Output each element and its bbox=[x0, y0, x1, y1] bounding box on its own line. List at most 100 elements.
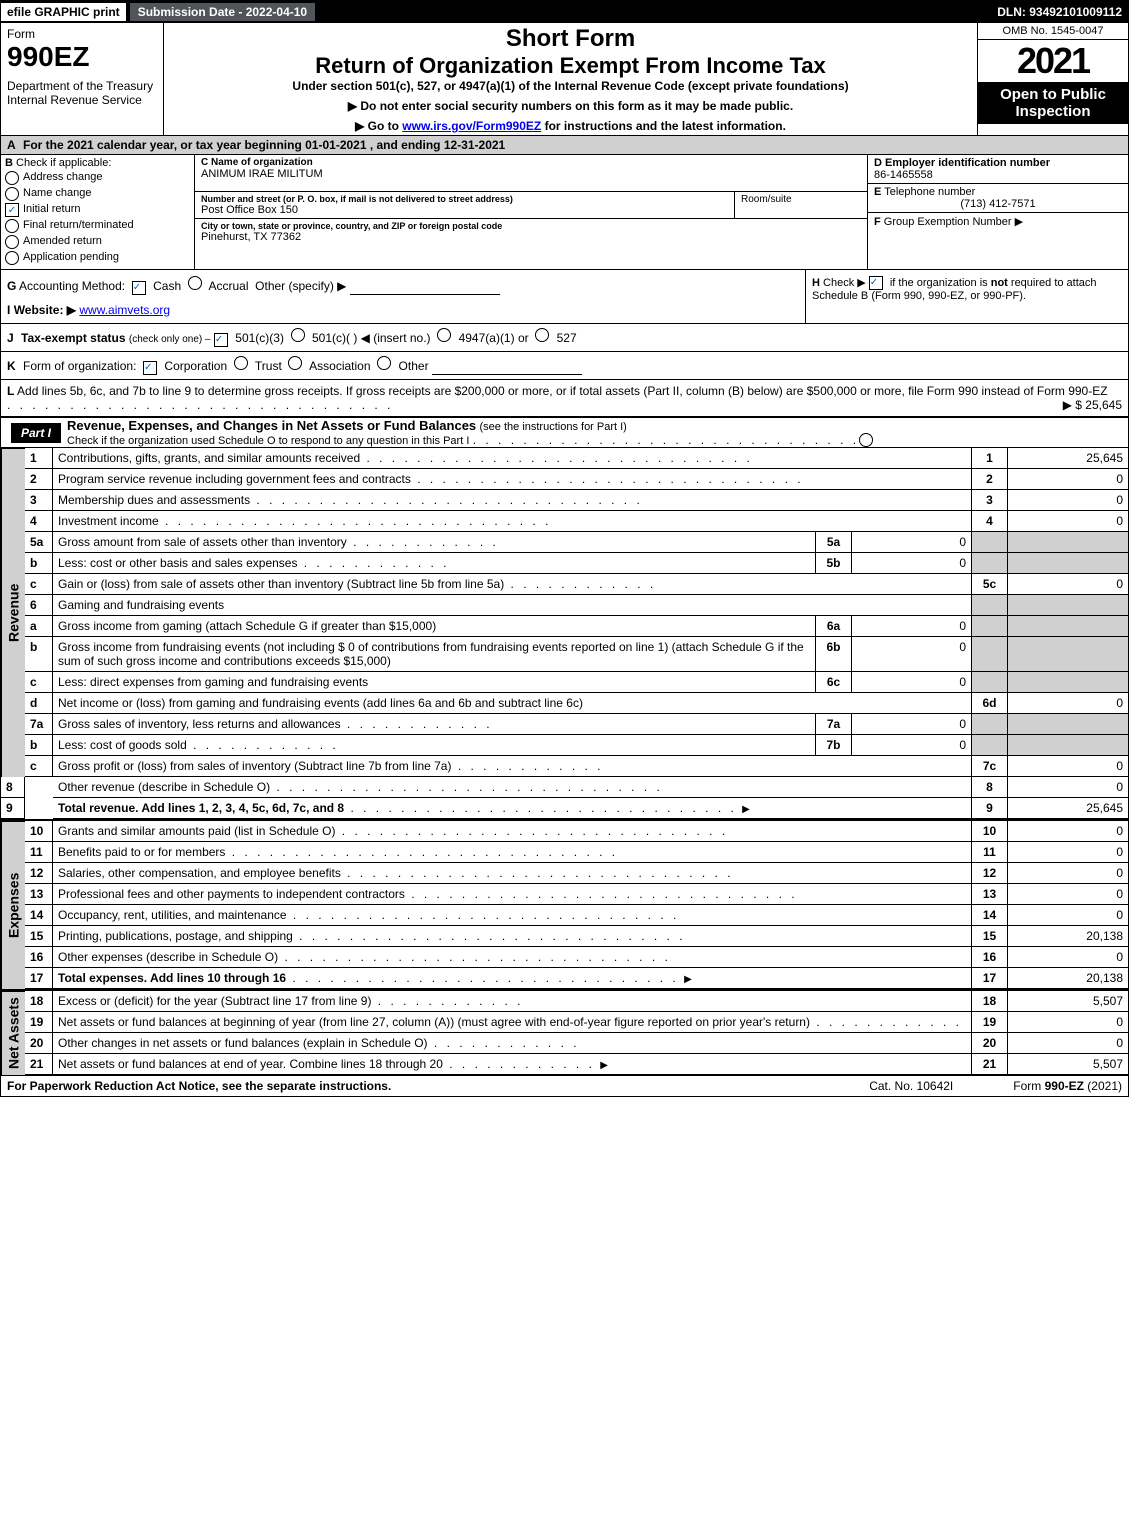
website-value[interactable]: www.aimvets.org bbox=[79, 303, 170, 317]
row-4-desc: Investment income bbox=[53, 511, 972, 532]
row-18-outval: 5,507 bbox=[1008, 991, 1128, 1012]
accounting-method-cell: G Accounting Method: Cash Accrual Other … bbox=[1, 270, 805, 323]
department-label: Department of the Treasury Internal Reve… bbox=[7, 79, 157, 107]
checkbox-amended-return[interactable] bbox=[5, 235, 19, 249]
irs-link[interactable]: www.irs.gov/Form990EZ bbox=[402, 119, 541, 133]
row-7b-subval: 0 bbox=[852, 735, 972, 756]
i-letter: I bbox=[7, 303, 10, 317]
row-11-desc: Benefits paid to or for members bbox=[53, 842, 972, 863]
org-name-cell: C Name of organization ANIMUM IRAE MILIT… bbox=[195, 155, 867, 192]
form-990ez-page-1: efile GRAPHIC print Submission Date - 20… bbox=[0, 0, 1129, 1097]
line-l-value: ▶ $ 25,645 bbox=[1063, 398, 1122, 412]
part-1-badge: Part I bbox=[11, 423, 61, 443]
row-8-outlbl: 8 bbox=[972, 777, 1008, 798]
row-5a-outval-gray bbox=[1008, 532, 1128, 553]
checkbox-4947a1[interactable] bbox=[437, 328, 451, 342]
ssn-note: ▶ Do not enter social security numbers o… bbox=[172, 99, 969, 113]
row-6c-outval-gray bbox=[1008, 672, 1128, 693]
netassets-grid: Net Assets 18 Excess or (deficit) for th… bbox=[1, 989, 1128, 1075]
row-10-outlbl: 10 bbox=[972, 821, 1008, 842]
row-7c-desc: Gross profit or (loss) from sales of inv… bbox=[53, 756, 972, 777]
line-a: A For the 2021 calendar year, or tax yea… bbox=[1, 136, 1128, 155]
section-bcd: B Check if applicable: Address change Na… bbox=[1, 155, 1128, 270]
checkbox-other-org[interactable] bbox=[377, 356, 391, 370]
row-9-outlbl: 9 bbox=[972, 798, 1008, 819]
checkbox-address-change[interactable] bbox=[5, 171, 19, 185]
checkbox-trust[interactable] bbox=[234, 356, 248, 370]
row-7a-sublbl: 7a bbox=[816, 714, 852, 735]
row-17-outlbl: 17 bbox=[972, 968, 1008, 989]
row-21-outlbl: 21 bbox=[972, 1054, 1008, 1075]
checkbox-501c-other[interactable] bbox=[291, 328, 305, 342]
row-6b-sublbl: 6b bbox=[816, 637, 852, 672]
subtitle: Under section 501(c), 527, or 4947(a)(1)… bbox=[172, 79, 969, 93]
label-name-change: Name change bbox=[23, 187, 92, 199]
row-20-outlbl: 20 bbox=[972, 1033, 1008, 1054]
other-org-input[interactable] bbox=[432, 374, 582, 375]
checkbox-final-return[interactable] bbox=[5, 219, 19, 233]
column-c-org-info: C Name of organization ANIMUM IRAE MILIT… bbox=[195, 155, 867, 269]
checkbox-schedule-o-part1[interactable] bbox=[859, 433, 873, 447]
efile-print-label[interactable]: efile GRAPHIC print bbox=[1, 3, 128, 21]
checkbox-association[interactable] bbox=[288, 356, 302, 370]
row-6b-outval-gray bbox=[1008, 637, 1128, 672]
checkbox-501c3[interactable] bbox=[214, 333, 228, 347]
checkbox-application-pending[interactable] bbox=[5, 251, 19, 265]
row-2-desc: Program service revenue including govern… bbox=[53, 469, 972, 490]
row-5c-outlbl: 5c bbox=[972, 574, 1008, 595]
row-8-desc: Other revenue (describe in Schedule O) bbox=[53, 777, 972, 798]
schedule-b-check-cell: H Check ▶ if the organization is not req… bbox=[805, 270, 1128, 323]
row-7b-outlbl-gray bbox=[972, 735, 1008, 756]
header-left: Form 990EZ Department of the Treasury In… bbox=[1, 23, 164, 135]
other-method-input[interactable] bbox=[350, 294, 500, 295]
row-6-outval-gray bbox=[1008, 595, 1128, 616]
row-5b-subval: 0 bbox=[852, 553, 972, 574]
form-of-org-label: Form of organization: bbox=[23, 359, 136, 373]
accounting-method-label: Accounting Method: bbox=[19, 279, 125, 293]
row-5a-subval: 0 bbox=[852, 532, 972, 553]
row-7a-num: 7a bbox=[25, 714, 53, 735]
row-16-outlbl: 16 bbox=[972, 947, 1008, 968]
top-bar: efile GRAPHIC print Submission Date - 20… bbox=[1, 1, 1128, 23]
row-21-outval: 5,507 bbox=[1008, 1054, 1128, 1075]
row-20-outval: 0 bbox=[1008, 1033, 1128, 1054]
g-letter: G bbox=[7, 279, 16, 293]
row-6b-desc: Gross income from fundraising events (no… bbox=[53, 637, 816, 672]
checkbox-schedule-b-not-required[interactable] bbox=[869, 276, 883, 290]
row-14-outlbl: 14 bbox=[972, 905, 1008, 926]
row-3-desc: Membership dues and assessments bbox=[53, 490, 972, 511]
omb-number: OMB No. 1545-0047 bbox=[978, 23, 1128, 40]
instructions-link-note: ▶ Go to www.irs.gov/Form990EZ for instru… bbox=[172, 119, 969, 133]
row-7b-outval-gray bbox=[1008, 735, 1128, 756]
row-14-outval: 0 bbox=[1008, 905, 1128, 926]
checkbox-name-change[interactable] bbox=[5, 187, 19, 201]
row-19-desc: Net assets or fund balances at beginning… bbox=[53, 1012, 972, 1033]
row-6a-outval-gray bbox=[1008, 616, 1128, 637]
row-19-outval: 0 bbox=[1008, 1012, 1128, 1033]
row-6a-desc: Gross income from gaming (attach Schedul… bbox=[53, 616, 816, 637]
row-6b-subval: 0 bbox=[852, 637, 972, 672]
row-1-num: 1 bbox=[25, 448, 53, 469]
checkbox-527[interactable] bbox=[535, 328, 549, 342]
checkbox-initial-return[interactable] bbox=[5, 203, 19, 217]
checkbox-cash[interactable] bbox=[132, 281, 146, 295]
row-7a-desc: Gross sales of inventory, less returns a… bbox=[53, 714, 816, 735]
row-6-desc: Gaming and fundraising events bbox=[53, 595, 972, 616]
row-5a-desc: Gross amount from sale of assets other t… bbox=[53, 532, 816, 553]
column-def: D Employer identification number 86-1465… bbox=[867, 155, 1128, 269]
line-l-text: Add lines 5b, 6c, and 7b to line 9 to de… bbox=[17, 384, 1108, 398]
line-a-letter: A bbox=[7, 138, 16, 152]
row-8-num: 8 bbox=[1, 777, 25, 798]
row-5c-outval: 0 bbox=[1008, 574, 1128, 595]
checkbox-corporation[interactable] bbox=[143, 361, 157, 375]
row-6b-outlbl-gray bbox=[972, 637, 1008, 672]
row-5b-desc: Less: cost or other basis and sales expe… bbox=[53, 553, 816, 574]
dln-label: DLN: 93492101009112 bbox=[991, 3, 1128, 21]
row-17-num: 17 bbox=[25, 968, 53, 989]
tax-year: 2021 bbox=[978, 40, 1128, 82]
phone-cell: E Telephone number (713) 412-7571 bbox=[868, 184, 1128, 213]
row-6a-outlbl-gray bbox=[972, 616, 1008, 637]
org-city-value: Pinehurst, TX 77362 bbox=[201, 231, 861, 243]
row-9-desc: Total revenue. Add lines 1, 2, 3, 4, 5c,… bbox=[53, 798, 972, 819]
checkbox-accrual[interactable] bbox=[188, 276, 202, 290]
